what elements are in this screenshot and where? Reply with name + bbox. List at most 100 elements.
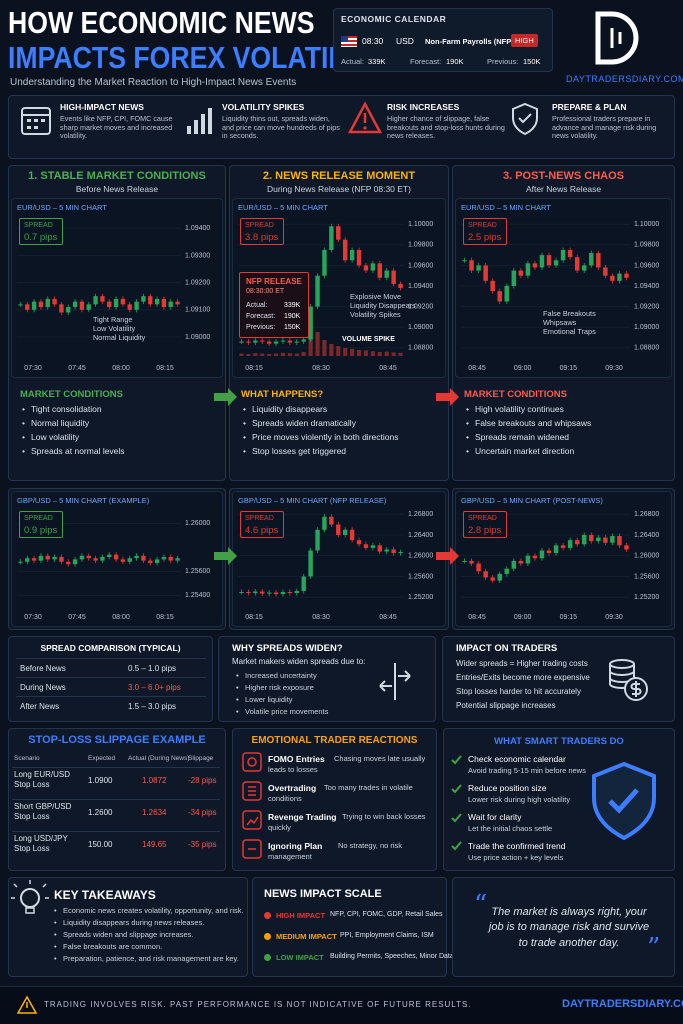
x-tick-label: 08:45 <box>379 614 397 621</box>
volume-bar <box>356 350 362 356</box>
table-cell: -28 pips <box>188 776 217 785</box>
volume-bar <box>363 350 369 356</box>
candle-body <box>113 298 119 308</box>
section-title: STOP-LOSS SLIPPAGE EXAMPLE <box>28 734 206 746</box>
calendar-label: Forecast: <box>410 57 442 66</box>
list-item: Price moves violently in both directions <box>243 432 398 442</box>
spread-label: SPREAD <box>468 515 497 522</box>
quote-text: The market is always right, your job is … <box>488 906 650 949</box>
candle-body <box>518 560 524 564</box>
candle-body <box>280 592 286 595</box>
feature-title: VOLATILITY SPIKES <box>222 102 305 112</box>
x-tick-label: 07:30 <box>24 614 42 621</box>
row-label: During News <box>20 683 66 692</box>
panel <box>232 728 437 871</box>
candle-body <box>617 535 622 546</box>
y-tick-label: 1.09600 <box>634 262 659 269</box>
y-tick-label: 1.26800 <box>408 511 433 518</box>
list-item: High volatility continues <box>466 404 564 414</box>
candle-body <box>610 535 615 543</box>
candle-body <box>113 554 119 560</box>
chart-note: False Breakouts <box>543 309 596 318</box>
y-tick-label: 1.09600 <box>408 262 433 269</box>
list-item: Wider spreads = Higher trading costs <box>456 659 588 668</box>
candle-body <box>490 280 495 292</box>
y-tick-label: 1.10000 <box>408 221 433 228</box>
table-cell: 1.0900 <box>88 776 113 785</box>
candle-body <box>25 304 30 310</box>
candle-body <box>266 592 272 594</box>
table-cell: -35 pips <box>188 840 217 849</box>
candle-body <box>589 534 594 542</box>
y-tick-label: 1.09200 <box>185 279 210 286</box>
row-divider <box>16 677 206 678</box>
candle-body <box>52 298 57 305</box>
spread-box: SPREAD 2.8 pips <box>463 511 507 538</box>
y-tick-label: 1.25200 <box>634 594 659 601</box>
candle-body <box>315 529 320 551</box>
candle-body <box>253 340 258 343</box>
volume-bar <box>246 354 251 356</box>
candle-body <box>322 516 327 530</box>
y-tick-label: 1.26400 <box>634 532 659 539</box>
candle-body <box>154 298 160 305</box>
list-item: False breakouts are common. <box>54 942 162 951</box>
volume-bar <box>267 354 272 356</box>
spread-box: SPREAD 4.6 pips <box>240 511 284 538</box>
list-item: Stop losses get triggered <box>243 446 346 456</box>
candle-body <box>329 516 334 525</box>
candle-body <box>154 559 160 563</box>
list-item: False breakouts and whipsaws <box>466 418 591 428</box>
y-tick-label: 1.26400 <box>408 532 433 539</box>
candle-body <box>469 260 474 271</box>
calendar-label: Actual: <box>341 57 364 66</box>
nfp-value: 339K <box>284 302 301 309</box>
candle-body <box>100 296 105 302</box>
candle-body <box>398 552 403 554</box>
list-item: Spreads at normal levels <box>22 446 125 456</box>
candle-body <box>175 558 180 561</box>
y-tick-label: 1.26000 <box>634 553 659 560</box>
subtitle: Understanding the Market Reaction to Hig… <box>10 77 297 88</box>
candle-body <box>148 560 153 563</box>
candle-body <box>596 253 601 268</box>
spread-label: SPREAD <box>24 515 53 522</box>
section-title: EMOTIONAL TRADER REACTIONS <box>251 735 418 746</box>
list-item: Spreads remain widened <box>466 432 569 442</box>
section-intro: Market makers widen spreads due to: <box>232 657 366 666</box>
title: HOW ECONOMIC NEWS <box>8 5 315 40</box>
x-tick-label: 08:15 <box>245 365 263 372</box>
table-cell: 150.00 <box>88 840 113 849</box>
y-tick-label: 1.08800 <box>634 345 659 352</box>
y-tick-label: 1.09800 <box>634 242 659 249</box>
y-tick-label: 1.25200 <box>408 594 433 601</box>
candle-body <box>581 265 587 271</box>
x-tick-label: 08:15 <box>156 365 174 372</box>
candle-body <box>79 555 85 560</box>
candle-body <box>560 249 566 261</box>
table-header: Slippage <box>188 755 214 762</box>
row-divider <box>16 696 206 697</box>
volume-bar <box>322 340 327 356</box>
spread-value: 2.8 pips <box>468 525 502 536</box>
candle-body <box>363 265 369 271</box>
volume-bar <box>308 338 313 356</box>
section-title: SPREAD COMPARISON (TYPICAL) <box>40 643 181 653</box>
list-item: Normal liquidity <box>22 418 89 428</box>
candle-body <box>497 291 502 302</box>
x-tick-label: 09:30 <box>605 365 623 372</box>
candle-body <box>329 226 334 250</box>
spread-box: SPREAD 3.8 pips <box>240 218 284 245</box>
candle-body <box>175 301 180 305</box>
volume-bar <box>350 348 355 356</box>
volume-bar <box>239 353 244 356</box>
item-text: Avoid trading 5-15 min before news <box>468 766 586 775</box>
candle-body <box>589 253 594 266</box>
chart-plot: 1.09400 1.09300 1.09200 1.09100 1.09000 07:30… <box>17 225 210 372</box>
item-label: FOMO Entries <box>268 754 325 764</box>
candle-body <box>511 560 517 569</box>
feature-text: Events like NFP, CPI, FOMC cause sharp m… <box>60 114 173 141</box>
chart-title: GBP/USD – 5 MIN CHART (NFP RELEASE) <box>238 496 387 505</box>
candle-body <box>308 550 313 577</box>
footer-site: DAYTRADERSDIARY.COM <box>562 998 683 1010</box>
